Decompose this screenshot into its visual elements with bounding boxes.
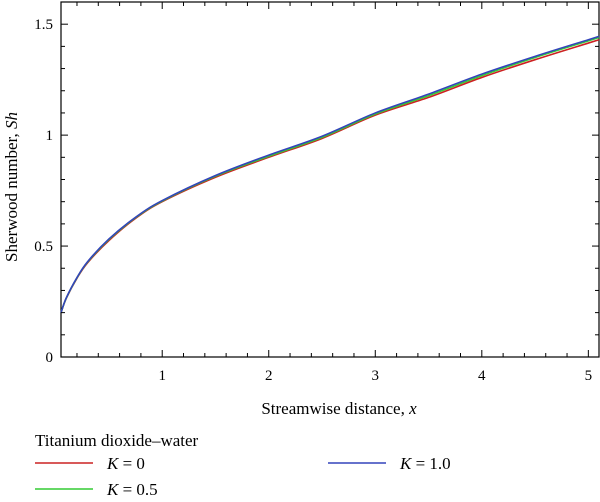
y-axis-label: Sherwood number, Sh: [2, 112, 21, 262]
plot-frame: [60, 1, 600, 358]
y-tick-label: 0.5: [34, 239, 53, 255]
y-tick-label: 0: [46, 350, 54, 366]
y-tick-label: 1: [46, 128, 54, 144]
x-axis-label: Streamwise distance, x: [261, 399, 417, 418]
x-tick-label: 5: [585, 368, 593, 384]
legend-label: K = 1.0: [399, 454, 451, 473]
legend: Titanium dioxide–water K = 0 K = 1.0 K = 0…: [35, 431, 451, 499]
legend-title: Titanium dioxide–water: [35, 431, 199, 450]
axis-ticks: 1 2 3 4 5 0 0.5 1 1.5: [34, 1, 599, 384]
legend-label: K = 0: [106, 454, 145, 473]
y-tick-label: 1.5: [34, 17, 53, 33]
x-tick-label: 3: [372, 368, 380, 384]
x-tick-label: 1: [158, 368, 166, 384]
legend-label: K = 0.5: [106, 480, 158, 499]
x-tick-label: 2: [265, 368, 273, 384]
series-line: [60, 38, 600, 313]
x-tick-label: 4: [478, 368, 486, 384]
series-line: [60, 36, 600, 313]
series-line: [60, 35, 600, 313]
series-lines: [60, 35, 600, 313]
axes: [60, 1, 600, 358]
